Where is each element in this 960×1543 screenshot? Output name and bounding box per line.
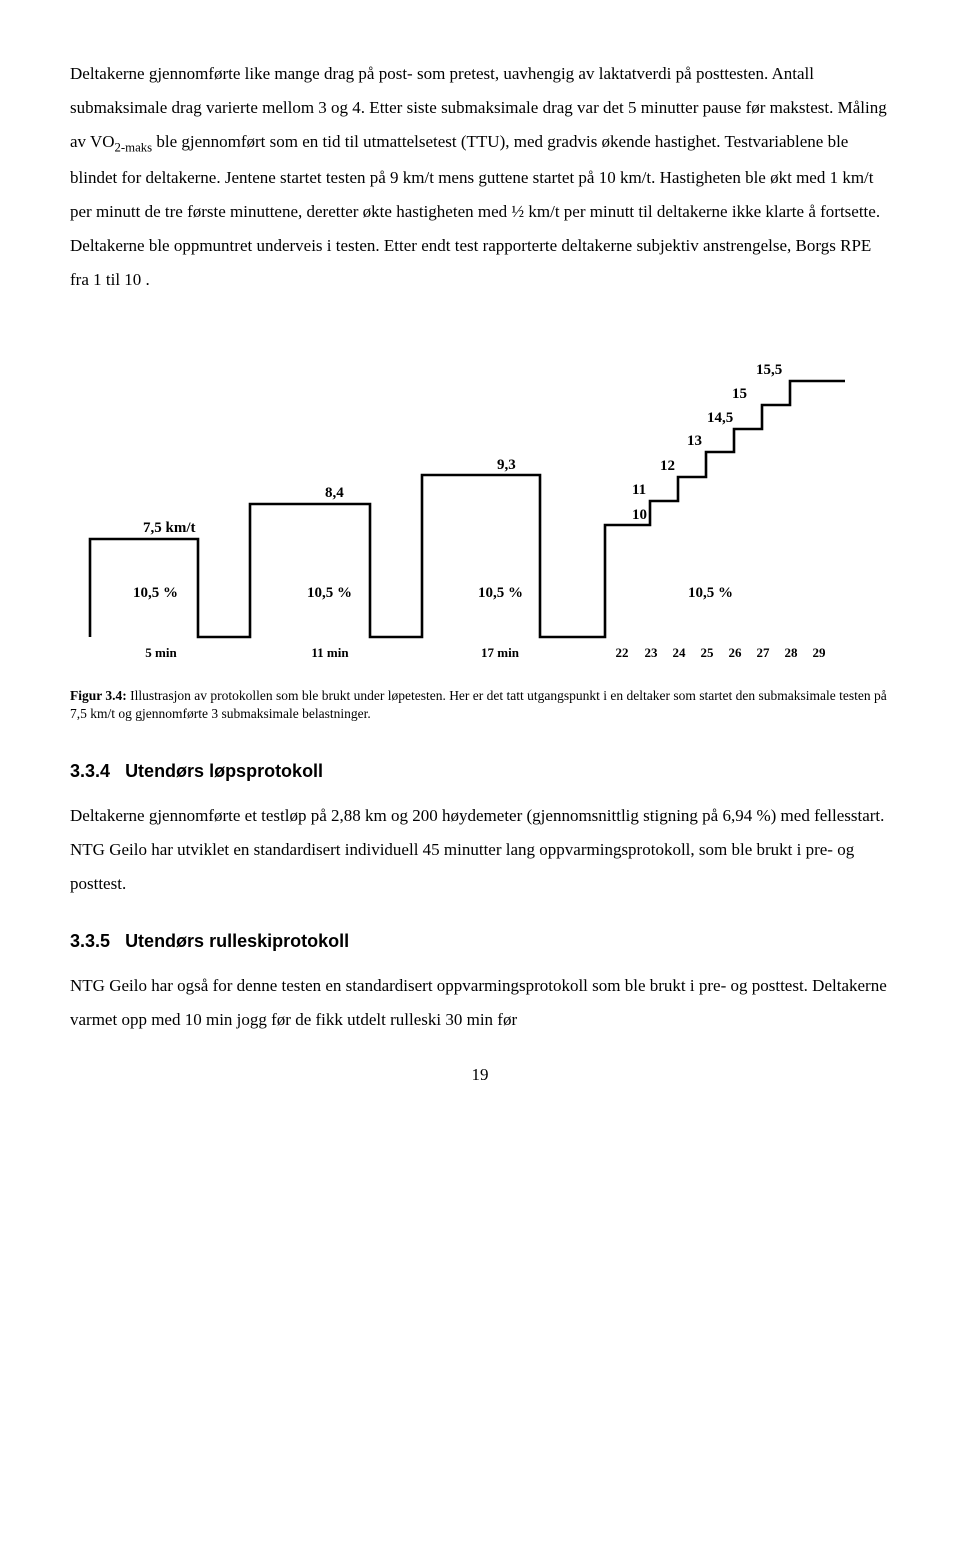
section-3-3-5-heading: 3.3.5 Utendørs rulleskiprotokoll [70,931,890,952]
svg-text:24: 24 [673,645,687,660]
svg-text:23: 23 [645,645,659,660]
svg-text:12: 12 [660,458,675,474]
svg-text:8,4: 8,4 [325,485,344,501]
caption-text: Illustrasjon av protokollen som ble bruk… [70,688,887,721]
figure-caption: Figur 3.4: Illustrasjon av protokollen s… [70,687,890,723]
caption-label: Figur 3.4: [70,688,127,703]
sec1-title: Utendørs løpsprotokoll [125,761,323,781]
svg-text:15,5: 15,5 [756,362,782,378]
svg-text:28: 28 [785,645,799,660]
sec2-title: Utendørs rulleskiprotokoll [125,931,349,951]
svg-text:13: 13 [687,433,702,449]
svg-text:10,5 %: 10,5 % [688,585,733,601]
para1-b: ble gjennomført som en tid til utmattels… [70,132,880,289]
para1-sub: 2-maks [115,140,153,154]
svg-text:7,5 km/t: 7,5 km/t [143,520,196,536]
protocol-step-diagram: 7,5 km/t 8,4 9,3 10 11 12 13 14,5 15 15,5 10,5 % 10… [70,327,870,672]
svg-text:22: 22 [616,645,629,660]
paragraph-main: Deltakerne gjennomførte like mange drag … [70,57,890,297]
page-number: 19 [70,1065,890,1085]
svg-text:15: 15 [732,386,747,402]
svg-text:11 min: 11 min [311,645,349,660]
sec2-body: NTG Geilo har også for denne testen en s… [70,969,890,1037]
svg-text:5 min: 5 min [145,645,177,660]
svg-text:10,5 %: 10,5 % [478,585,523,601]
svg-text:10,5 %: 10,5 % [133,585,178,601]
svg-text:17 min: 17 min [481,645,520,660]
sec2-num: 3.3.5 [70,931,110,951]
svg-text:10: 10 [632,507,647,523]
svg-text:29: 29 [813,645,827,660]
svg-text:27: 27 [757,645,771,660]
svg-text:9,3: 9,3 [497,457,516,473]
svg-text:10,5 %: 10,5 % [307,585,352,601]
sec1-body: Deltakerne gjennomførte et testløp på 2,… [70,799,890,901]
svg-text:26: 26 [729,645,743,660]
svg-text:14,5: 14,5 [707,410,733,426]
sec1-num: 3.3.4 [70,761,110,781]
svg-text:11: 11 [632,482,646,498]
svg-text:25: 25 [701,645,715,660]
section-3-3-4-heading: 3.3.4 Utendørs løpsprotokoll [70,761,890,782]
figure-3-4: 7,5 km/t 8,4 9,3 10 11 12 13 14,5 15 15,5 10,5 % 10… [70,327,890,677]
